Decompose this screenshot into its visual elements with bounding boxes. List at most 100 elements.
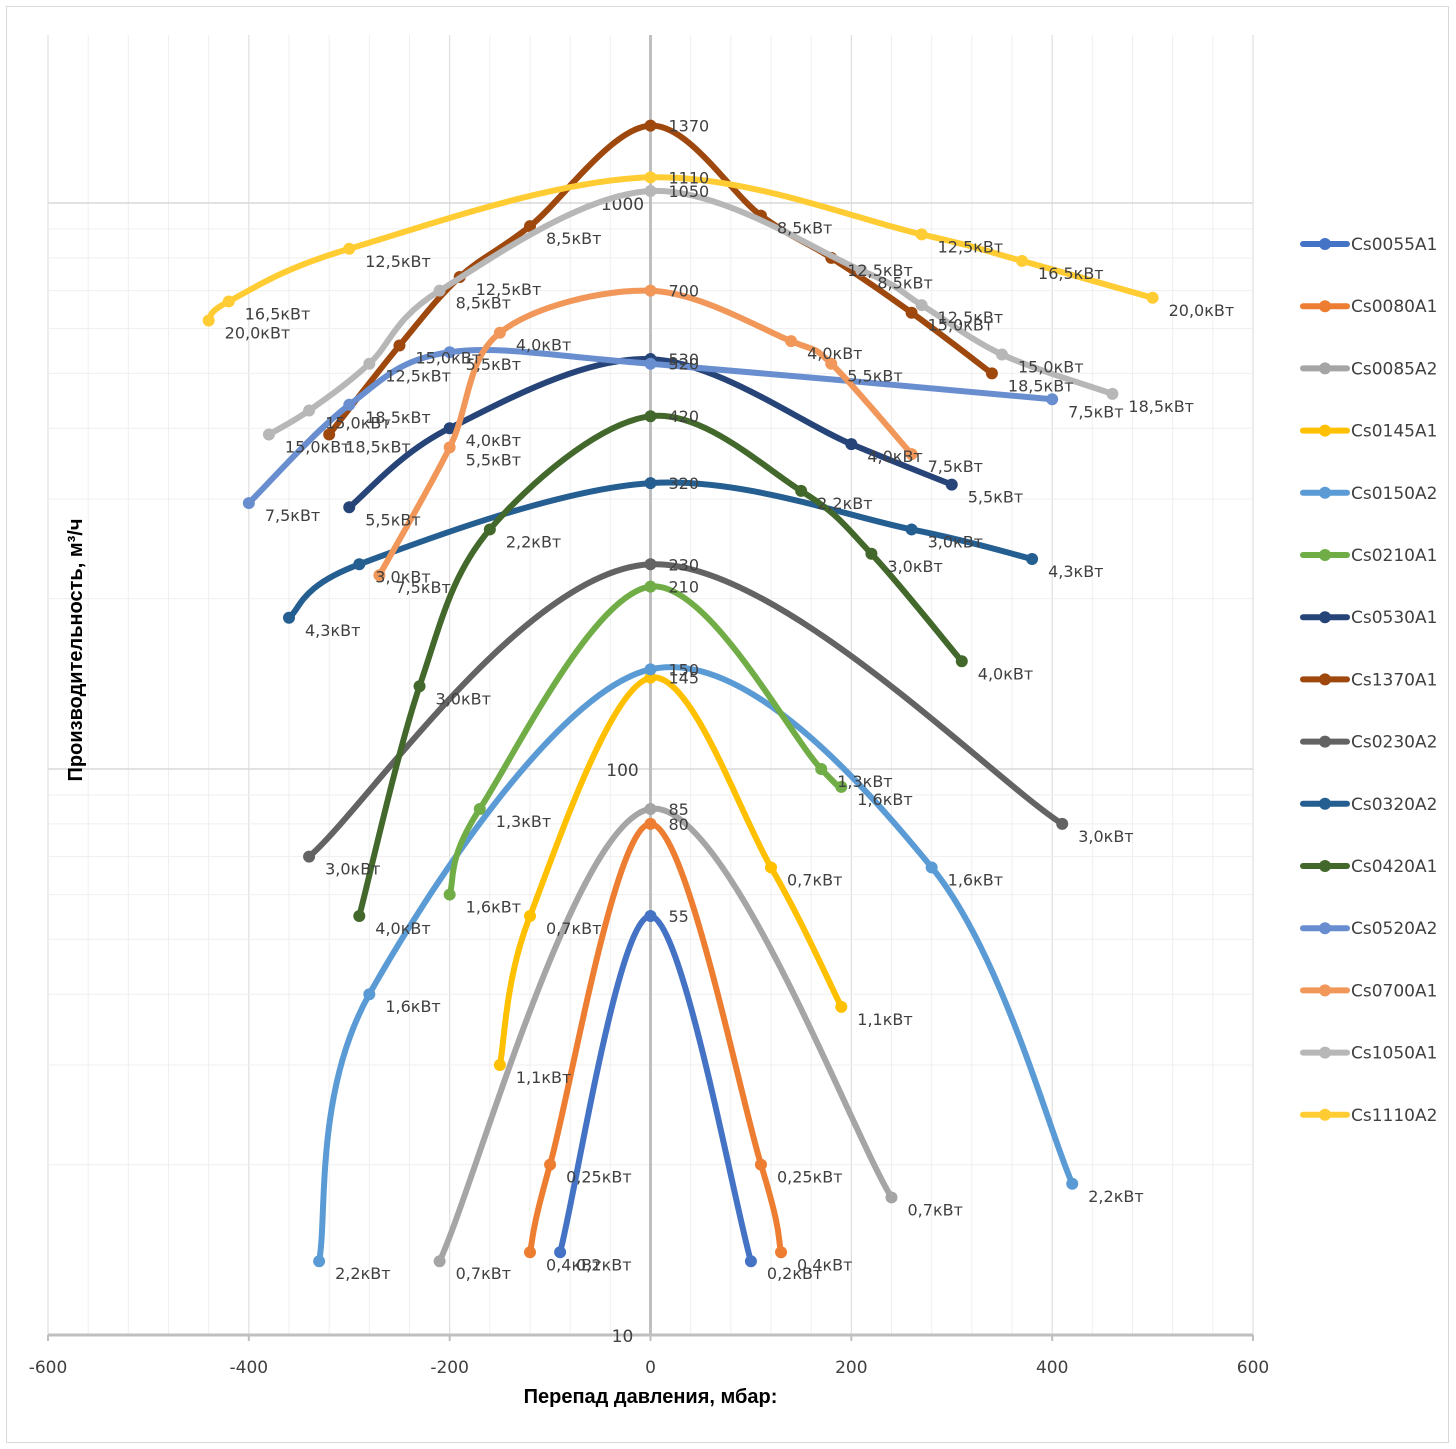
legend-item: Cs0230A2 [1300,733,1437,753]
series-cs0150a2 [313,663,1079,1268]
data-point [1046,393,1059,406]
data-label: 520 [669,355,700,374]
data-point [855,264,868,277]
series-cs0055a1 [554,909,757,1268]
legend-swatch-marker [1319,362,1331,375]
data-label: 1,6кВт [857,790,912,809]
legend-swatch-marker [1319,424,1331,437]
data-point [393,339,406,352]
legend-swatch-marker [1319,1108,1331,1121]
data-label: 0,25кВт [777,1168,843,1187]
data-label: 1,6кВт [466,898,521,917]
legend-swatch-marker [1319,735,1331,748]
data-point [473,802,486,815]
data-label: 20,0кВт [1169,301,1235,320]
data-point [433,1255,446,1268]
data-point [313,1255,326,1268]
legend-label: Cs0230A2 [1351,733,1437,753]
data-label: 15,0кВт [1018,357,1084,376]
data-point [323,428,336,441]
data-point [544,1158,557,1171]
x-tick-label: -600 [29,1358,68,1378]
data-point [644,580,657,593]
data-point [1056,817,1069,830]
series-cs0700a1 [373,284,918,582]
data-point [262,428,275,441]
legend-item: Cs1110A2 [1300,1106,1437,1126]
legend-item: Cs1370A1 [1300,670,1437,690]
data-label: 7,5кВт [265,506,320,525]
data-label: 12,5кВт [476,280,542,299]
series-cs1050a1 [262,185,1119,441]
y-axis-title: Производительность, м³/ч [65,519,87,782]
data-label: 0,2кВт [767,1264,822,1283]
y-tick-label: 10 [612,1327,634,1347]
data-point [825,357,838,370]
data-point [1016,254,1029,267]
series-cs1110a2 [202,171,1159,327]
data-label: 55 [669,907,689,926]
data-point [443,441,456,454]
data-point [373,569,386,582]
series-line [446,583,845,898]
data-label: 5,5кВт [365,510,420,529]
data-point [885,1191,898,1204]
data-label: 210 [669,578,700,597]
data-label: 4,0кВт [978,664,1033,683]
data-label: 150 [669,660,700,679]
data-point [905,448,918,461]
data-point [644,410,657,423]
data-point [775,1246,788,1259]
data-label: 0,25кВт [566,1168,632,1187]
point-labels: 0,2кВт550,2кВт0,4кВт0,25кВт800,25кВт0,4к… [225,117,1235,1284]
data-label: 0,4кВт [546,1255,601,1274]
legend-item: Cs0150A2 [1300,484,1437,504]
data-label: 1110 [669,168,710,187]
legend-item: Cs0210A1 [1300,546,1437,566]
legend-label: Cs0145A1 [1351,422,1437,442]
data-label: 1,3кВт [496,812,551,831]
data-label: 5,5кВт [466,450,521,469]
legend-swatch-marker [1319,860,1331,872]
data-point [754,1158,767,1171]
y-tick-label: 100 [606,761,638,781]
legend-swatch-marker [1319,486,1331,499]
legend-label: Cs0085A2 [1351,359,1437,379]
data-point [785,335,798,348]
legend-swatch-marker [1319,1046,1331,1059]
data-point [845,438,858,451]
legend-item: Cs0080A1 [1300,297,1437,317]
series-cs0145a1 [493,671,848,1071]
data-label: 1050 [669,182,710,201]
data-point [915,228,928,241]
data-point [644,909,657,922]
data-point [905,523,918,536]
x-axis-title: Перепад давления, мбар: [524,1386,778,1408]
data-label: 12,5кВт [385,367,451,386]
legend-item: Cs0320A2 [1300,795,1437,815]
data-point [363,357,376,370]
data-point [985,367,998,380]
data-label: 7,5кВт [1068,402,1123,421]
data-label: 12,5кВт [847,261,913,280]
data-point [524,220,536,233]
data-label: 20,0кВт [225,324,291,343]
data-label: 16,5кВт [245,304,311,323]
legend-item: Cs0145A1 [1300,422,1437,442]
series-cs0085a2 [433,802,898,1268]
data-label: 15,0кВт [325,413,391,432]
data-label: 5,5кВт [466,355,521,374]
series-cs0210a1 [443,580,848,901]
data-label: 2,2кВт [1088,1187,1143,1206]
data-label: 12,5кВт [938,308,1004,327]
data-label: 3,0кВт [436,689,491,708]
series-line [245,347,1056,507]
legend-swatch-marker [1319,673,1331,686]
data-point [905,306,918,319]
data-point [363,988,376,1001]
legend-label: Cs0530A1 [1351,608,1437,628]
data-point [865,547,878,560]
data-point [644,817,657,830]
